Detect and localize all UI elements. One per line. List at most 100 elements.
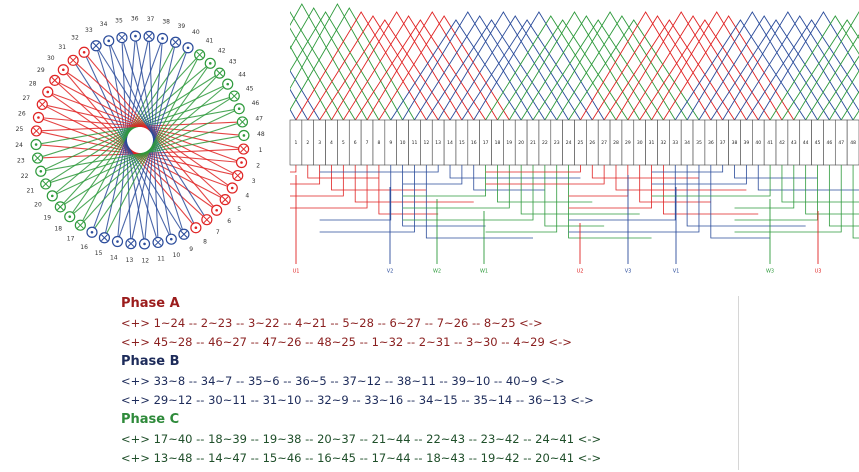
connection-line: <+> 13~48 -- 14~47 -- 15~46 -- 16~45 -- … [121, 451, 601, 465]
circle-slot-number: 27 [22, 95, 30, 102]
end-connection [829, 165, 859, 226]
slot-dot [243, 134, 246, 137]
circle-slot-number: 3 [252, 178, 256, 185]
end-connection [569, 165, 628, 196]
circle-slot-number: 7 [216, 229, 220, 236]
strip-slot-number: 45 [815, 140, 821, 146]
strip-slot-number: 41 [767, 140, 773, 146]
end-connection [758, 165, 859, 190]
end-connection [569, 165, 676, 220]
terminal-label: W3 [766, 269, 774, 275]
strip-slot-number: 9 [389, 140, 392, 146]
coil-overhang [154, 12, 284, 120]
connection-line: <+> 29~12 -- 30~11 -- 31~10 -- 32~9 -- 3… [121, 393, 594, 407]
strip-slot-number: 34 [684, 140, 690, 146]
strip-slot-number: 39 [744, 140, 750, 146]
slot-dot [46, 91, 49, 94]
circle-slot-number: 4 [245, 192, 249, 199]
circle-slot-number: 12 [141, 257, 149, 264]
end-connection [616, 165, 746, 190]
circle-slot-number: 19 [43, 214, 51, 221]
circle-slot-number: 31 [58, 44, 66, 51]
strip-slot-number: 25 [578, 140, 584, 146]
end-connection [569, 165, 652, 208]
strip-slot-number: 44 [803, 140, 809, 146]
end-connection [403, 165, 510, 208]
strip-slot-number: 22 [542, 140, 548, 146]
slot-dot [116, 240, 119, 243]
circle-slot-number: 47 [255, 115, 263, 122]
strip-slot-number: 1 [294, 140, 297, 146]
circle-slot-number: 39 [178, 23, 186, 30]
circle-slot-number: 45 [246, 85, 254, 92]
circle-slot-number: 20 [34, 202, 42, 209]
slot-dot [40, 170, 43, 173]
end-connection [403, 165, 533, 220]
circle-slot-number: 23 [17, 158, 25, 165]
winding-diagram: 1234567891011121314151617181920212223242… [0, 0, 859, 290]
strip-slot-number: 29 [625, 140, 631, 146]
strip-slot-number: 11 [412, 140, 418, 146]
circle-slot-number: 22 [21, 173, 29, 180]
circle-slot-number: 13 [126, 257, 134, 264]
strip-slot-number: 13 [435, 140, 441, 146]
slot-dot [91, 231, 94, 234]
coil-overhang [177, 8, 307, 120]
winding-diagram-page: 1234567891011121314151617181920212223242… [0, 0, 859, 472]
end-connection [403, 165, 462, 184]
strip-slot-number: 7 [366, 140, 369, 146]
strip-slot-number: 21 [530, 140, 536, 146]
circle-slot-number: 5 [237, 206, 241, 213]
slot-dot [195, 226, 198, 229]
end-connection [711, 165, 770, 238]
strip-slot-number: 28 [613, 140, 619, 146]
circle-slot-number: 44 [238, 71, 246, 78]
circle-slot-number: 36 [131, 16, 139, 23]
slot-dot [83, 51, 86, 54]
connection-line: <+> 1~24 -- 2~23 -- 3~22 -- 4~21 -- 5~28… [121, 316, 543, 330]
circle-slot-number: 33 [85, 27, 93, 34]
slot-dot [161, 37, 164, 40]
circle-slot-number: 21 [27, 188, 35, 195]
circle-slot-number: 9 [189, 246, 193, 253]
slot-dot [134, 35, 137, 38]
slot-dot [68, 215, 71, 218]
end-connection [403, 165, 486, 196]
strip-slot-number: 35 [696, 140, 702, 146]
phase-title: Phase A [121, 296, 180, 311]
end-connection [735, 165, 818, 178]
end-connection [569, 165, 699, 232]
terminal-label: U2 [577, 269, 584, 275]
strip-slot-number: 8 [377, 140, 380, 146]
circle-slot-number: 42 [218, 47, 226, 54]
strip-slot-number: 27 [601, 140, 607, 146]
terminal-label: V1 [673, 269, 680, 275]
circle-slot-number: 6 [227, 218, 231, 225]
strip-slot-number: 26 [589, 140, 595, 146]
circle-slot-number: 35 [115, 17, 123, 24]
strip-slot-number: 36 [708, 140, 714, 146]
circle-slot-number: 37 [147, 16, 155, 23]
slot-dot [226, 83, 229, 86]
end-connection [569, 165, 652, 238]
strip-slot-number: 24 [566, 140, 572, 146]
terminal-label: U3 [815, 269, 822, 275]
strip-slot-number: 15 [459, 140, 465, 146]
circle-slot-number: 8 [203, 239, 207, 246]
circle-slot-number: 28 [29, 81, 37, 88]
strip-slot-number: 16 [471, 140, 477, 146]
slot-dot [238, 107, 241, 110]
strip-slot-number: 19 [506, 140, 512, 146]
strip-slot-number: 10 [400, 140, 406, 146]
strip-slot-number: 3 [318, 140, 321, 146]
strip-slot-number: 14 [447, 140, 453, 146]
circle-slot-number: 25 [16, 126, 24, 133]
circle-slot-number: 41 [206, 37, 214, 44]
end-connection [403, 165, 486, 226]
end-connection [426, 165, 533, 238]
terminal-label: W1 [480, 269, 488, 275]
end-connection [450, 165, 580, 178]
circle-slot-number: 46 [252, 100, 260, 107]
strip-slot-number: 37 [720, 140, 726, 146]
circle-slot-number: 17 [67, 236, 75, 243]
